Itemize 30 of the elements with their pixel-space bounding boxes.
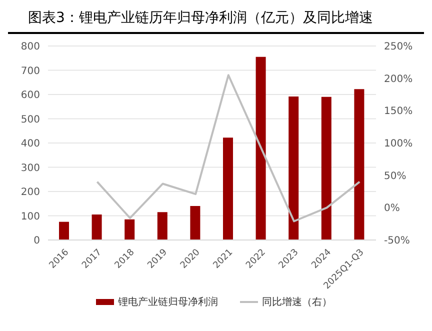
- bar: [321, 96, 332, 240]
- bar: [256, 56, 266, 240]
- y2-tick-label: 0%: [384, 203, 400, 214]
- y2-tick-label: 150%: [384, 106, 413, 118]
- line-series: [96, 74, 361, 222]
- y2-tick-label: 200%: [384, 74, 413, 85]
- y2-tick-label: 100%: [384, 138, 413, 150]
- y-tick-label: 400: [20, 138, 40, 150]
- bar: [157, 212, 168, 240]
- bar: [288, 96, 299, 240]
- legend-label: 同比增速（右）: [261, 296, 332, 309]
- bar: [124, 219, 135, 240]
- y2-tick-label: 50%: [384, 170, 406, 182]
- y-tick-label: 0: [34, 236, 40, 247]
- y-tick-label: 700: [20, 66, 40, 77]
- y2-tick-label: 250%: [384, 42, 413, 53]
- y-tick-label: 800: [20, 42, 40, 53]
- bar: [59, 222, 69, 240]
- y-tick-label: 200: [20, 187, 40, 198]
- bar: [354, 89, 364, 240]
- y-tick-label: 300: [20, 162, 40, 174]
- bar: [190, 206, 200, 240]
- chart-title: 图表3：锂电产业链历年归母净利润（亿元）及同比增速: [8, 8, 424, 34]
- y-tick-label: 600: [20, 90, 40, 102]
- y2-tick-label: -50%: [384, 236, 410, 247]
- bar: [92, 214, 102, 240]
- y-tick-label: 500: [20, 114, 40, 126]
- y-tick-label: 100: [20, 211, 40, 222]
- bar: [223, 138, 233, 240]
- legend-label: 锂电产业链归母净利润: [117, 296, 218, 309]
